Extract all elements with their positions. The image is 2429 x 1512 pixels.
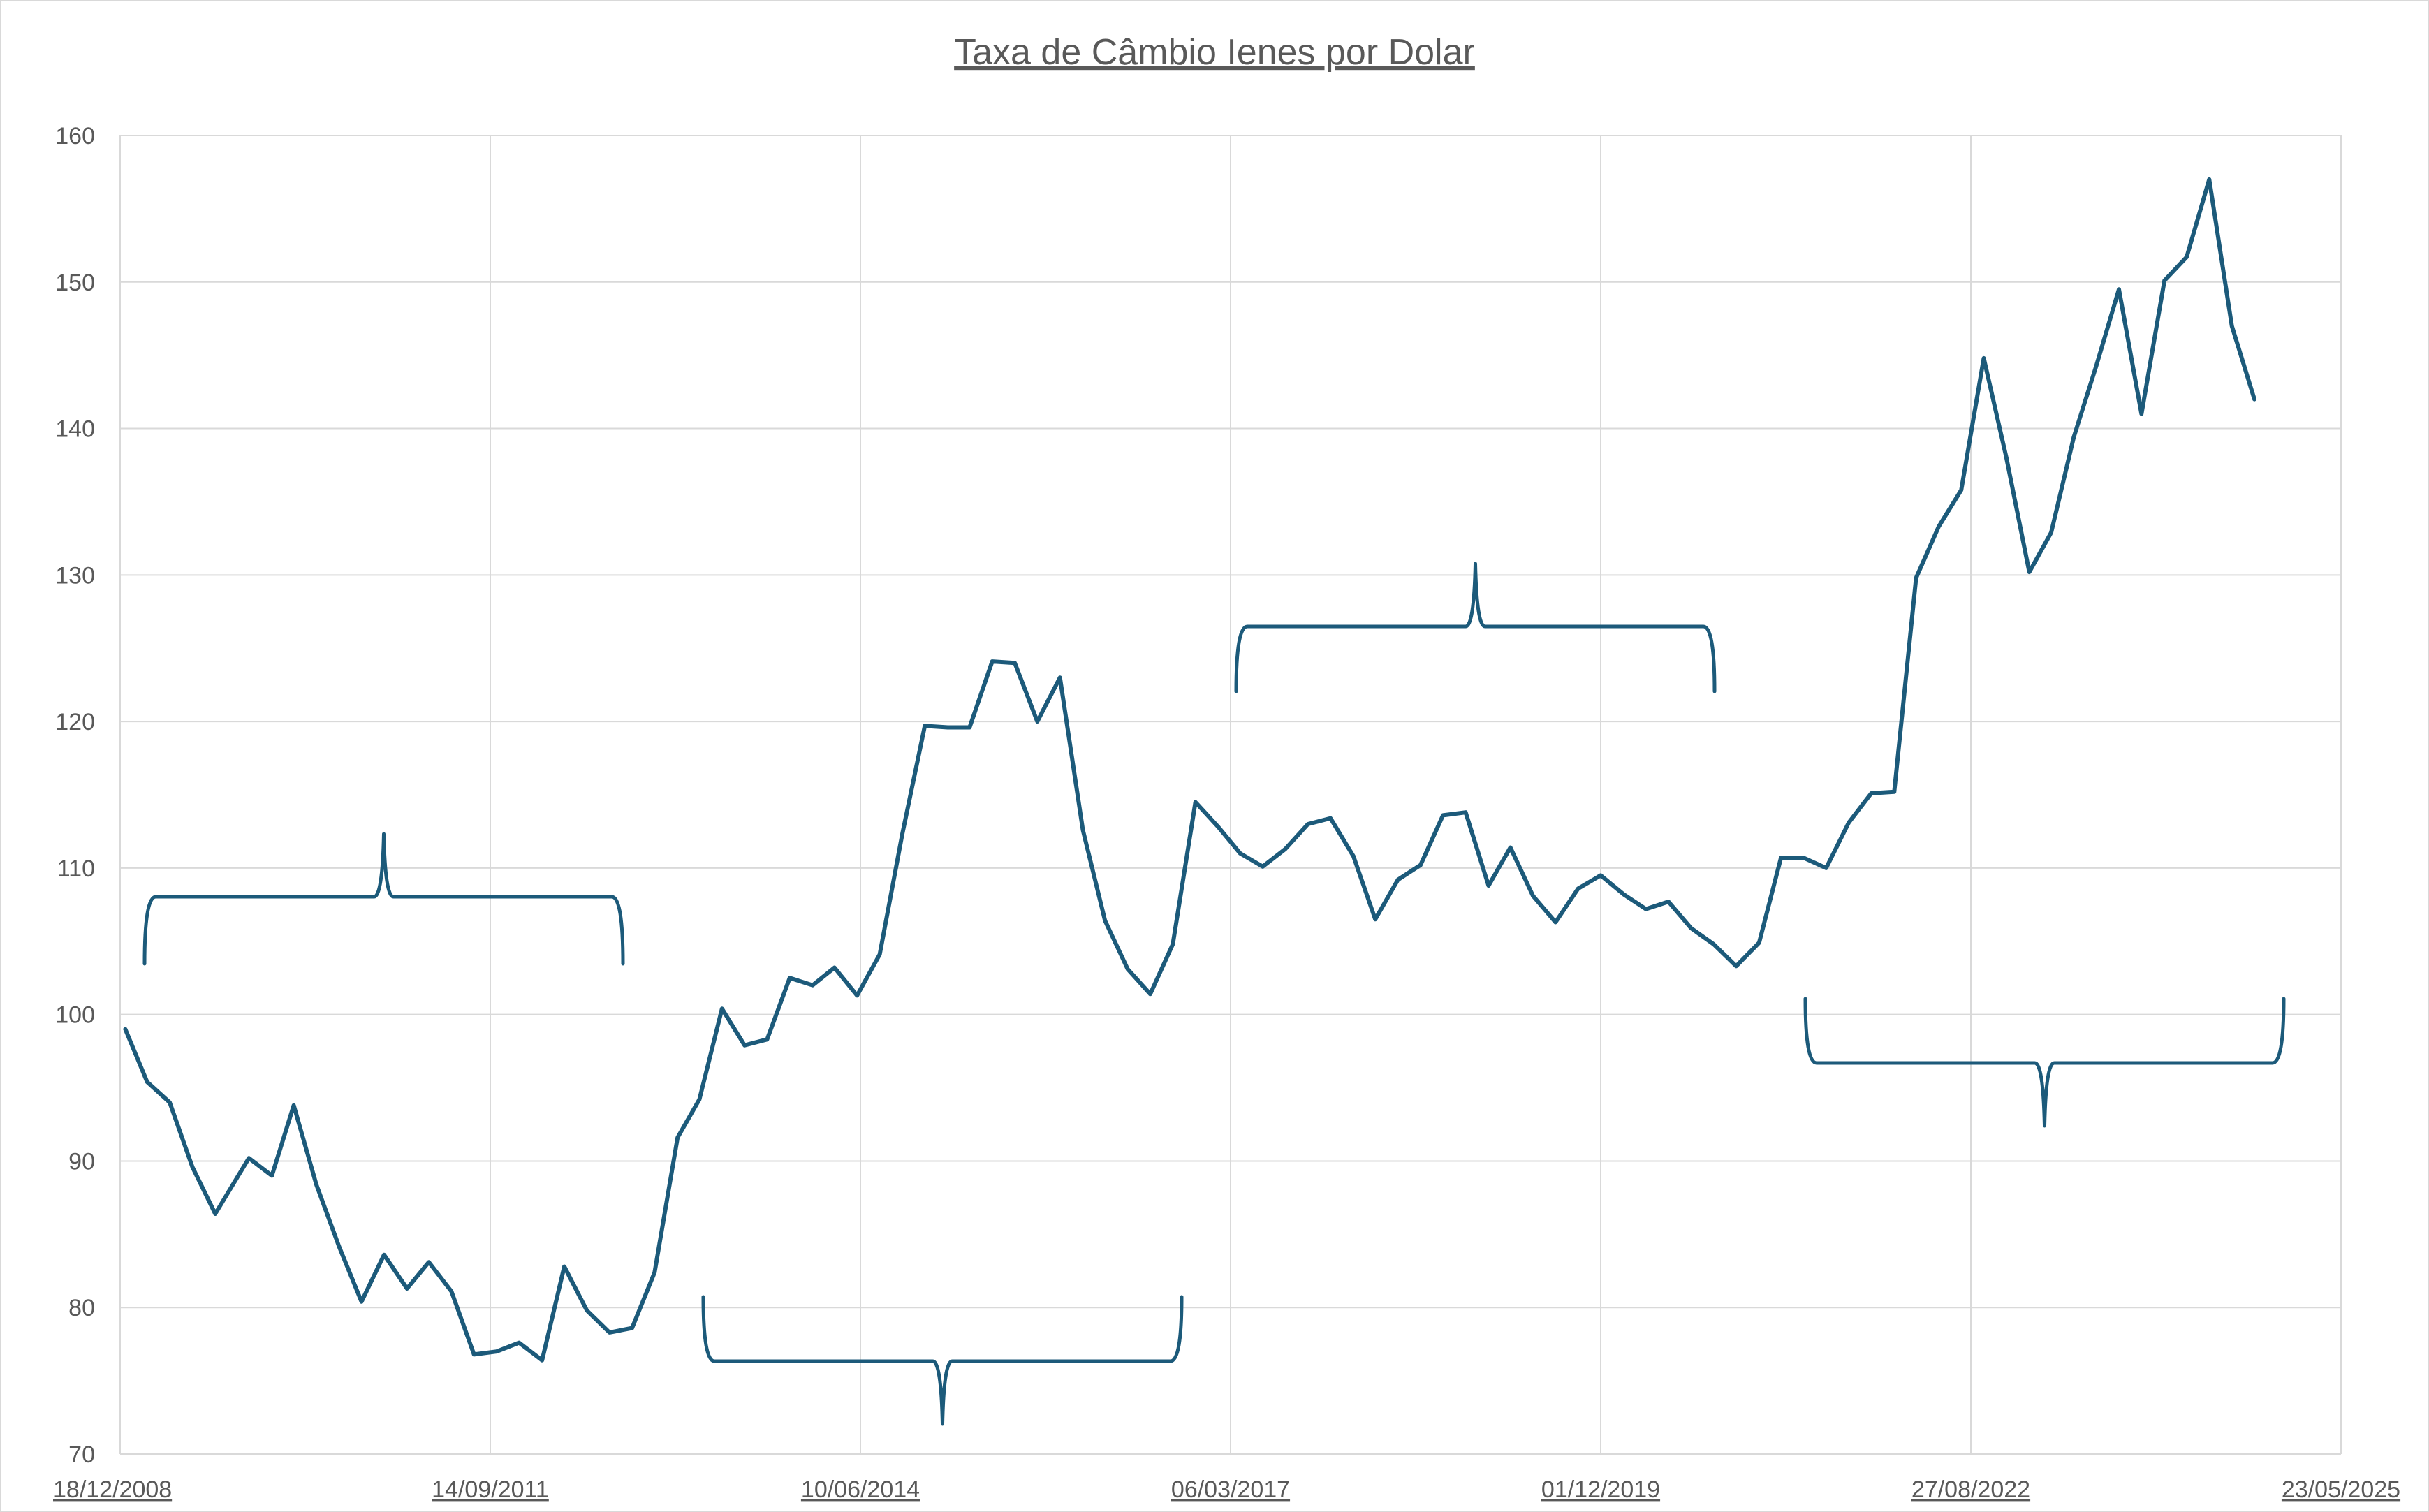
x-tick-label: 10/06/2014 bbox=[801, 1476, 920, 1503]
x-tick-label: 01/12/2019 bbox=[1541, 1476, 1660, 1503]
y-tick-label: 150 bbox=[55, 270, 95, 296]
y-tick-label: 70 bbox=[68, 1441, 95, 1468]
y-tick-label: 130 bbox=[55, 562, 95, 589]
x-tick-label: 06/03/2017 bbox=[1171, 1476, 1290, 1503]
y-axis-ticks: 70 80 90 100 110 120 130 140 150 160 bbox=[55, 123, 95, 1468]
chart-title: Taxa de Câmbio Ienes por Dolar bbox=[954, 32, 1475, 73]
brace-annotation bbox=[1234, 562, 1717, 693]
x-tick-label: 14/09/2011 bbox=[432, 1476, 549, 1503]
x-tick-label: 18/12/2008 bbox=[53, 1476, 172, 1503]
x-axis-ticks: 18/12/2008 14/09/2011 10/06/2014 06/03/2017… bbox=[53, 1476, 2400, 1503]
y-tick-label: 140 bbox=[55, 416, 95, 443]
grid bbox=[119, 135, 2342, 1455]
y-tick-label: 90 bbox=[68, 1148, 95, 1175]
y-tick-label: 120 bbox=[55, 709, 95, 735]
brace-annotation bbox=[1803, 997, 2286, 1128]
y-tick-label: 80 bbox=[68, 1295, 95, 1321]
brace-annotation bbox=[701, 1295, 1184, 1426]
x-tick-label: 23/05/2025 bbox=[2282, 1476, 2400, 1503]
y-tick-label: 160 bbox=[55, 123, 95, 149]
brace-annotation bbox=[142, 832, 625, 966]
y-tick-label: 100 bbox=[55, 1002, 95, 1029]
x-tick-label: 27/08/2022 bbox=[1911, 1476, 2030, 1503]
series-line bbox=[123, 177, 2256, 1363]
y-tick-label: 110 bbox=[57, 856, 95, 882]
series-layer bbox=[123, 177, 2256, 1363]
brace-annotations bbox=[142, 562, 2286, 1426]
